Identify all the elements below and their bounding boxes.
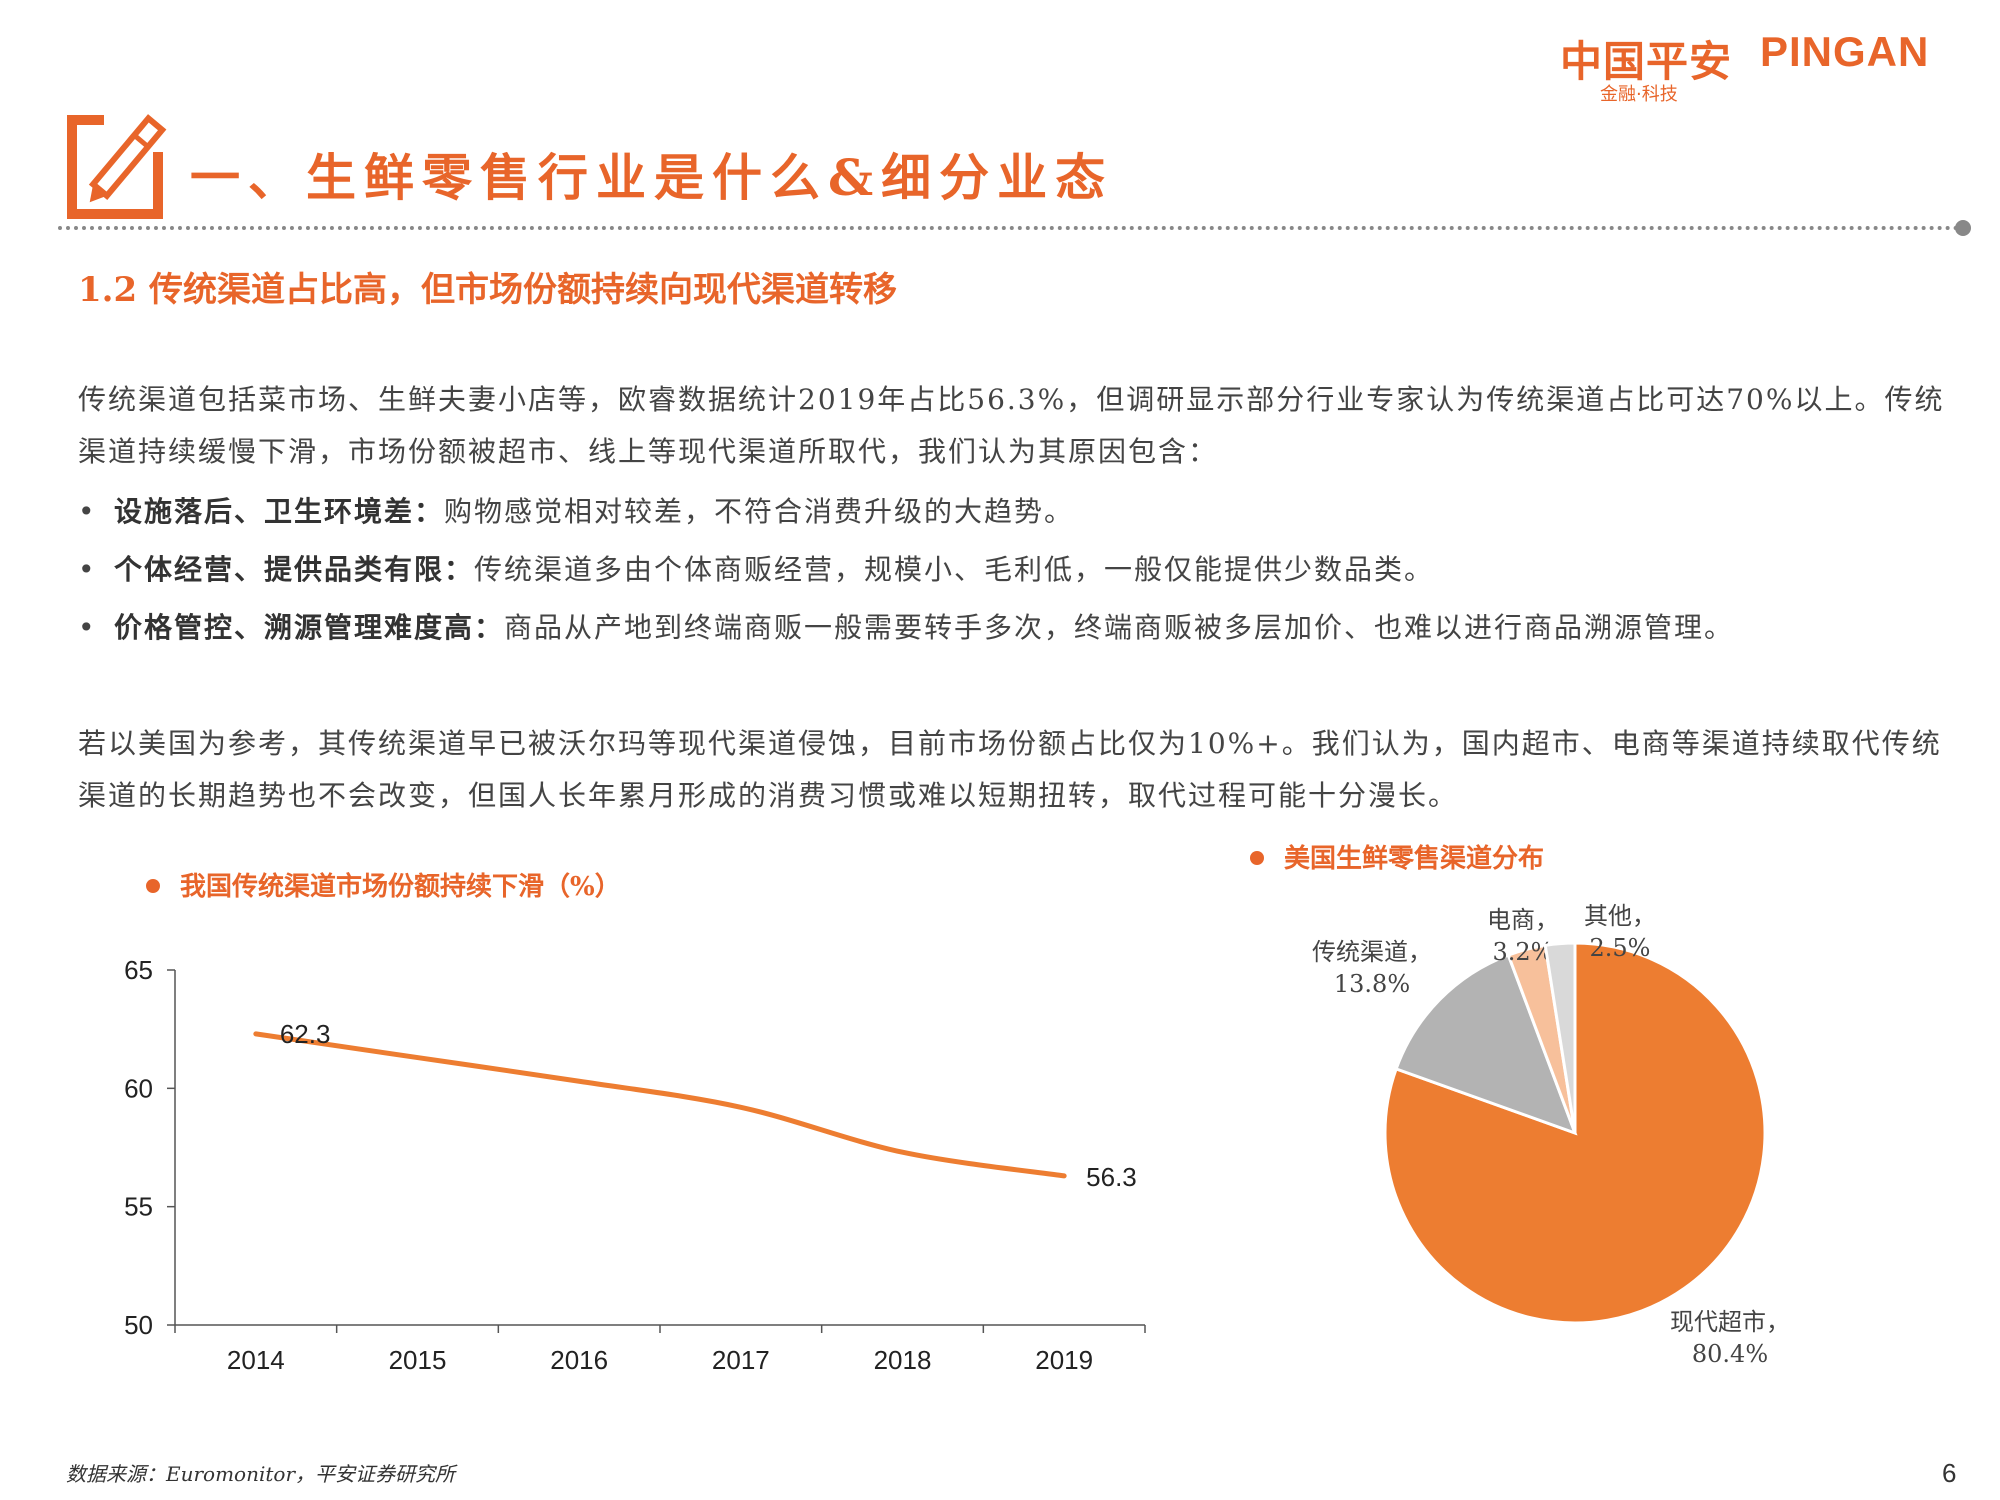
x-tick-label: 2015 [389, 1345, 447, 1375]
slice-label-name: 电商， [1487, 906, 1559, 934]
page-title: 一、生鲜零售行业是什么&细分业态 [190, 148, 1114, 207]
slice-label-name: 现代超市， [1670, 1308, 1790, 1336]
title-bullet-dot [146, 879, 160, 893]
pie-slice [1394, 953, 1578, 1136]
title-bullet-dot [1250, 851, 1264, 865]
x-tick-label: 2016 [550, 1345, 608, 1375]
x-tick-label: 2019 [1035, 1345, 1093, 1375]
logo-cn-text: 中国平安 [1560, 37, 1733, 86]
data-label: 62.3 [280, 1019, 331, 1049]
bullet-item: • 价格管控、溯源管理难度高：商品从产地到终端商贩一般需要转手多次，终端商贩被多层… [78, 602, 1958, 654]
logo-en-text: PINGAN [1760, 28, 1930, 75]
x-tick-label: 2018 [874, 1345, 932, 1375]
pie-chart-title: 美国生鲜零售渠道分布 [1250, 838, 1544, 875]
slice-label-name: 传统渠道， [1312, 938, 1432, 966]
line-chart-title-text: 我国传统渠道市场份额持续下滑（%） [180, 872, 621, 902]
bullet-lead: 个体经营、提供品类有限： [114, 553, 475, 586]
bullet-lead: 价格管控、溯源管理难度高： [114, 611, 505, 644]
bullet-dot: • [78, 495, 97, 528]
pie-slice [1543, 941, 1577, 1134]
x-tick-label: 2014 [227, 1345, 285, 1375]
slice-label-name: 其他， [1584, 902, 1656, 930]
bullet-dot: • [78, 553, 97, 586]
bullet-text: 传统渠道多由个体商贩经营，规模小、毛利低，一般仅能提供少数品类。 [474, 553, 1435, 586]
x-tick-label: 2017 [712, 1345, 770, 1375]
logo-tagline: 金融·科技 [1600, 84, 1678, 105]
data-source-note: 数据来源：Euromonitor，平安证券研究所 [66, 1462, 456, 1486]
y-tick-label: 50 [124, 1310, 153, 1340]
pie-chart: 现代超市， 80.4% 传统渠道， 13.8% 电商， 3.2% 其他， 2.5% [1312, 902, 1790, 1368]
line-chart-title: 我国传统渠道市场份额持续下滑（%） [146, 866, 621, 903]
y-tick-label: 55 [124, 1192, 153, 1222]
bullet-dot: • [78, 611, 97, 644]
edit-pencil-icon [67, 112, 174, 219]
intro-paragraph: 传统渠道包括菜市场、生鲜夫妻小店等，欧睿数据统计2019年占比56.3%，但调研… [78, 383, 1945, 468]
pie-chart-title-text: 美国生鲜零售渠道分布 [1284, 844, 1545, 874]
bullet-item: • 个体经营、提供品类有限：传统渠道多由个体商贩经营，规模小、毛利低，一般仅能提供… [78, 544, 1958, 596]
us-comparison-paragraph: 若以美国为参考，其传统渠道早已被沃尔玛等现代渠道侵蚀，目前市场份额占比仅为10%… [78, 727, 1942, 812]
y-tick-label: 60 [124, 1073, 153, 1103]
section-title: 1.2 传统渠道占比高，但市场份额持续向现代渠道转移 [78, 270, 897, 310]
divider-end-dot [1955, 220, 1971, 236]
page-number: 6 [1942, 1458, 1957, 1488]
bullet-item: • 设施落后、卫生环境差：购物感觉相对较差，不符合消费升级的大趋势。 [78, 486, 1958, 538]
slice-label-value: 2.5% [1590, 934, 1651, 962]
data-label: 56.3 [1086, 1162, 1137, 1192]
title-divider [58, 226, 1968, 230]
slice-label-value: 80.4% [1692, 1340, 1768, 1368]
bullet-lead: 设施落后、卫生环境差： [114, 495, 445, 528]
slice-label-value: 3.2% [1493, 938, 1554, 966]
bullet-text: 商品从产地到终端商贩一般需要转手多次，终端商贩被多层加价、也难以进行商品溯源管理… [504, 611, 1735, 644]
bullet-text: 购物感觉相对较差，不符合消费升级的大趋势。 [444, 495, 1075, 528]
y-tick-label: 65 [124, 955, 153, 985]
line-chart: 65 60 55 50 2014 2015 2016 2017 2018 2019 62.3 56.3 [124, 955, 1146, 1375]
slice-label-value: 13.8% [1334, 970, 1410, 998]
series-line [253, 1031, 1067, 1179]
